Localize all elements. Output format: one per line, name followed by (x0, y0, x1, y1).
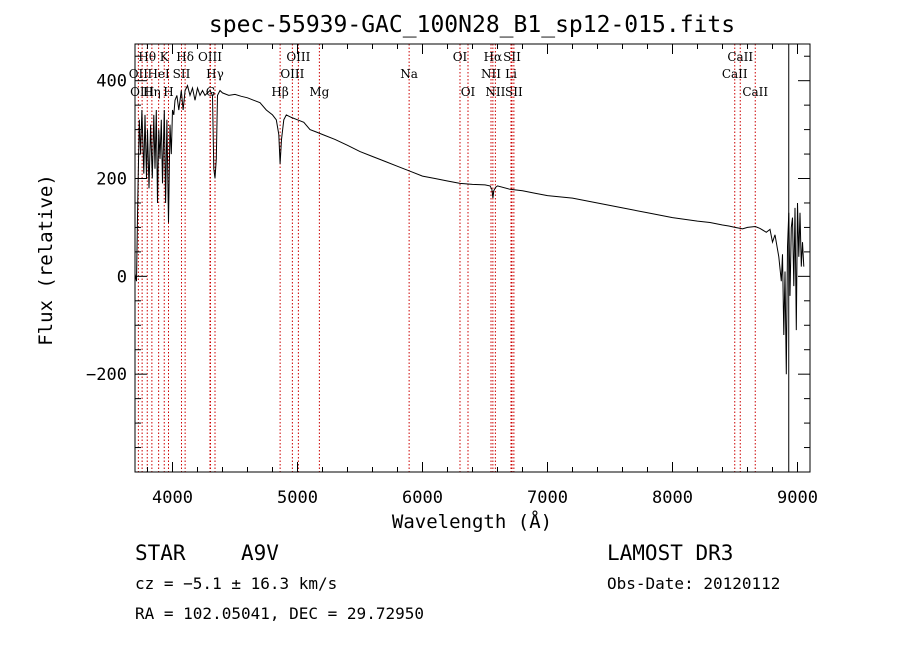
x-tick-label-4: 8000 (652, 488, 693, 508)
object-class: STAR (135, 541, 186, 565)
line-marker-label-19: NII (481, 67, 501, 81)
spectrum-line (134, 84, 805, 375)
line-marker-label-8: Hδ (176, 50, 194, 64)
y-axis-ticks: −200 0 200 400 (86, 55, 810, 449)
y-tick-label-2: 200 (96, 170, 127, 190)
line-markers (137, 44, 756, 472)
object-subclass: A9V (241, 541, 279, 565)
x-axis-label: Wavelength (Å) (392, 510, 552, 533)
x-tick-label-1: 5000 (277, 488, 318, 508)
survey-label: LAMOST DR3 (607, 541, 733, 565)
x-tick-label-2: 6000 (402, 488, 443, 508)
line-marker-label-26: CaII (727, 50, 753, 64)
line-marker-label-16: Na (400, 67, 418, 81)
x-tick-label-5: 9000 (777, 488, 818, 508)
line-marker-label-24: SII (505, 85, 523, 99)
line-marker-label-14: OIII (286, 50, 310, 64)
x-tick-label-0: 4000 (152, 488, 193, 508)
y-tick-label-0: −200 (86, 365, 127, 385)
redshift-text: cz = −5.1 ± 16.3 km/s (135, 574, 337, 593)
line-marker-label-6: H (163, 85, 173, 99)
line-marker-label-4: HeI (147, 67, 170, 81)
line-marker-label-0: Hθ (138, 50, 156, 64)
chart-title: spec-55939-GAC_100N28_B1_sp12-015.fits (209, 12, 735, 38)
x-tick-label-3: 7000 (527, 488, 568, 508)
line-marker-label-21: NII (485, 85, 505, 99)
line-marker-label-27: CaII (742, 85, 768, 99)
line-marker-label-5: K (160, 50, 170, 64)
line-marker-label-12: Hβ (271, 85, 288, 99)
line-marker-label-18: OI (461, 85, 476, 99)
x-axis-ticks: 4000 5000 6000 7000 8000 9000 (147, 44, 818, 508)
obs-date: Obs-Date: 20120112 (607, 574, 780, 593)
line-marker-label-1: OII (129, 67, 149, 81)
line-marker-label-23: SII (503, 50, 521, 64)
line-marker-label-15: Mg (309, 85, 329, 99)
y-axis-label: Flux (relative) (35, 174, 57, 346)
line-marker-label-9: OIII (198, 50, 222, 64)
plot-frame (134, 43, 811, 473)
line-marker-label-17: OI (453, 50, 468, 64)
y-tick-label-3: 400 (96, 72, 127, 92)
line-marker-label-20: Hα (484, 50, 503, 64)
line-marker-label-7: SII (173, 67, 191, 81)
y-tick-label-1: 0 (117, 267, 127, 287)
line-marker-label-2: OIII (130, 85, 154, 99)
line-marker-label-3: Hη (143, 85, 161, 99)
ra-dec: RA = 102.05041, DEC = 29.72950 (135, 604, 424, 623)
line-marker-label-13: OIII (280, 67, 304, 81)
line-marker-label-22: Li (505, 67, 517, 81)
line-marker-label-11: Hγ (206, 67, 224, 81)
line-marker-label-25: CaII (722, 67, 748, 81)
